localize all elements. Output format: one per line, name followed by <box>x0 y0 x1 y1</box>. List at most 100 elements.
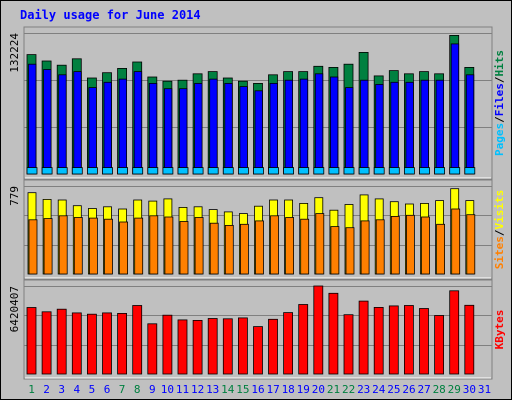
bar-pages-day-29 <box>449 167 461 175</box>
bar-kbytes-day-16 <box>253 326 263 375</box>
bar-kbytes-day-13 <box>207 318 218 375</box>
bar-pages-day-16 <box>253 167 264 175</box>
bar-pages-day-13 <box>207 167 219 175</box>
bar-pages-day-17 <box>268 167 279 175</box>
bar-kbytes-day-19 <box>298 304 309 375</box>
bar-kbytes-day-11 <box>177 319 188 375</box>
bar-pages-day-20 <box>313 167 325 175</box>
bar-sites-day-13 <box>209 222 219 275</box>
legend-part: / <box>493 76 506 83</box>
bar-files-day-25 <box>390 81 399 175</box>
bar-pages-day-2 <box>41 167 53 175</box>
bar-files-day-4 <box>73 71 82 175</box>
bar-files-day-3 <box>58 74 67 175</box>
bar-sites-day-27 <box>421 216 430 275</box>
bar-files-day-15 <box>239 86 248 175</box>
x-tick-label-day-11: 11 <box>176 383 189 396</box>
bar-sites-day-24 <box>375 219 385 275</box>
bar-pages-day-27 <box>419 167 430 175</box>
bar-pages-day-18 <box>283 167 295 175</box>
panel-frame <box>23 26 493 180</box>
legend-part: Files <box>493 83 506 116</box>
bar-sites-day-7 <box>119 221 128 275</box>
bar-files-day-24 <box>375 84 384 175</box>
bar-files-day-7 <box>118 78 127 175</box>
bar-files-day-16 <box>254 90 263 175</box>
bar-sites-day-4 <box>73 217 83 275</box>
bar-files-day-6 <box>103 81 112 175</box>
bar-files-day-18 <box>284 79 294 175</box>
bar-kbytes-day-30 <box>464 304 475 375</box>
bar-kbytes-day-7 <box>117 312 127 375</box>
panel-kbytes: 6420407 KBytes <box>8 279 506 380</box>
bar-pages-day-22 <box>343 167 355 175</box>
bar-pages-day-4 <box>71 167 83 175</box>
x-tick-label-day-25: 25 <box>387 383 400 396</box>
bar-sites-day-9 <box>149 215 159 275</box>
bar-files-day-11 <box>179 88 188 175</box>
bar-pages-day-30 <box>464 167 476 175</box>
bar-files-day-27 <box>420 79 429 175</box>
bar-sites-day-19 <box>300 218 310 275</box>
bar-kbytes-day-18 <box>283 312 294 375</box>
bar-kbytes-day-4 <box>71 312 82 375</box>
panel-visits-sites: 779 Sites/Visits <box>8 179 506 280</box>
bar-sites-day-30 <box>466 214 476 275</box>
bar-files-day-10 <box>163 88 173 175</box>
x-tick-label-day-6: 6 <box>104 383 111 396</box>
bar-kbytes-day-14 <box>222 318 233 375</box>
bar-kbytes-day-2 <box>41 311 52 375</box>
bar-files-day-22 <box>345 87 354 175</box>
bar-files-day-29 <box>450 43 460 175</box>
bar-files-day-12 <box>194 83 203 175</box>
panel-legend-label: Sites/Visits <box>493 190 506 270</box>
x-tick-label-day-17: 17 <box>266 383 279 396</box>
legend-part: Sites <box>493 236 506 269</box>
bar-sites-day-18 <box>285 217 295 275</box>
x-tick-label-day-31: 31 <box>478 383 491 396</box>
bar-sites-day-3 <box>58 215 68 275</box>
x-tick-label-day-27: 27 <box>417 383 430 396</box>
legend-part: / <box>493 116 506 123</box>
panel-axis-max-label: 6420407 <box>8 286 21 332</box>
bar-kbytes-day-23 <box>358 300 369 375</box>
bar-kbytes-day-15 <box>237 317 248 375</box>
bar-kbytes-day-3 <box>56 308 67 375</box>
x-tick-label-day-2: 2 <box>43 383 50 396</box>
bar-kbytes-day-28 <box>434 315 445 375</box>
bar-sites-day-21 <box>330 226 340 275</box>
bar-files-day-1 <box>28 63 37 175</box>
bar-files-day-26 <box>405 81 414 175</box>
bar-pages-day-3 <box>56 167 68 175</box>
bar-sites-day-11 <box>179 221 189 275</box>
legend-part: Hits <box>493 50 506 77</box>
bar-sites-day-10 <box>164 216 174 275</box>
bar-kbytes-day-20 <box>313 285 324 375</box>
bar-kbytes-day-1 <box>26 307 37 375</box>
x-tick-label-day-22: 22 <box>342 383 355 396</box>
bar-sites-day-23 <box>360 220 370 275</box>
bar-files-day-23 <box>360 79 369 175</box>
x-tick-label-day-13: 13 <box>206 383 219 396</box>
panel-axis-max-label: 779 <box>8 186 21 206</box>
x-tick-label-day-10: 10 <box>161 383 174 396</box>
bar-kbytes-day-8 <box>132 305 143 375</box>
x-tick-label-day-8: 8 <box>134 383 141 396</box>
bar-pages-day-15 <box>237 167 249 175</box>
x-tick-label-day-7: 7 <box>119 383 126 396</box>
bar-files-day-30 <box>465 74 475 175</box>
bar-files-day-17 <box>269 83 278 175</box>
panel-frame <box>23 279 493 380</box>
bar-pages-day-1 <box>26 167 38 175</box>
bar-kbytes-day-27 <box>419 308 429 375</box>
x-axis-day-labels: 1 2 3 4 5 6 7 8 9 10 11 12 13 14 15 16 17 18 19 20 21 22 23 24 2… <box>28 383 491 396</box>
bar-sites-day-25 <box>390 215 400 275</box>
bar-files-day-28 <box>435 79 445 175</box>
bar-kbytes-day-9 <box>147 323 158 375</box>
bar-kbytes-day-5 <box>87 313 97 375</box>
bar-sites-day-2 <box>43 218 53 275</box>
panel-frame <box>23 179 493 280</box>
bar-files-day-20 <box>314 73 324 175</box>
bar-files-day-9 <box>148 83 158 175</box>
